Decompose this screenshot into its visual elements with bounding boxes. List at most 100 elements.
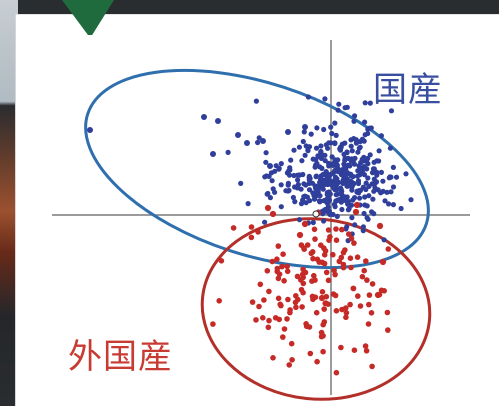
domestic-point — [309, 180, 315, 186]
foreign-point — [275, 275, 282, 282]
foreign-point — [325, 227, 332, 233]
foreign-point — [357, 303, 364, 309]
domestic-point — [360, 228, 366, 234]
foreign-point — [275, 295, 282, 302]
foreign-point — [284, 263, 291, 270]
domestic-point — [263, 159, 269, 165]
domestic-point — [317, 179, 323, 186]
domestic-point — [338, 144, 344, 150]
foreign-point — [343, 314, 349, 321]
foreign-point — [296, 231, 304, 239]
domestic-point — [349, 184, 355, 190]
domestic-point — [339, 206, 345, 213]
domestic-point — [382, 198, 388, 204]
domestic-point — [266, 173, 272, 179]
domestic-point — [301, 129, 307, 135]
domestic-point — [349, 215, 355, 221]
domestic-point — [357, 172, 363, 178]
domestic-point — [335, 157, 341, 163]
foreign-point — [304, 242, 311, 248]
domestic-point — [267, 163, 273, 169]
foreign-point — [279, 263, 285, 270]
domestic-point — [291, 172, 297, 179]
foreign-point — [339, 306, 345, 313]
domestic-point — [306, 187, 313, 193]
domestic-point — [336, 101, 342, 107]
foreign-point — [210, 321, 216, 327]
foreign-point — [355, 293, 361, 299]
foreign-point — [303, 321, 309, 327]
foreign-point — [321, 306, 328, 312]
foreign-point — [348, 264, 354, 271]
domestic-point — [359, 136, 366, 142]
domestic-point — [352, 222, 358, 228]
foreign-point — [299, 304, 305, 310]
domestic-point — [355, 178, 362, 184]
foreign-point — [280, 334, 286, 340]
foreign-point — [347, 301, 353, 308]
domestic-point — [260, 138, 266, 144]
domestic-point — [296, 172, 302, 178]
domestic-point — [364, 203, 370, 209]
foreign-point — [216, 298, 222, 304]
foreign-point — [325, 277, 332, 284]
domestic-point — [378, 133, 384, 139]
foreign-point — [320, 348, 326, 355]
foreign-point — [299, 271, 306, 278]
foreign-point — [274, 256, 280, 263]
foreign-point — [333, 237, 340, 243]
domestic-point — [325, 204, 331, 210]
domestic-point — [87, 127, 93, 133]
domestic-point — [318, 143, 324, 149]
domestic-point — [278, 182, 284, 188]
foreign-point — [363, 348, 370, 354]
foreign-point — [330, 251, 336, 258]
foreign-point — [298, 286, 305, 293]
foreign-point — [253, 317, 259, 323]
foreign-point — [369, 281, 376, 287]
foreign-point — [338, 254, 345, 261]
domestic-point — [374, 169, 380, 175]
foreign-point — [309, 293, 316, 300]
foreign-point — [311, 226, 318, 233]
domestic-point — [329, 130, 335, 137]
foreign-point — [309, 278, 315, 284]
domestic-point — [364, 215, 370, 221]
domestic-point — [328, 124, 334, 130]
domestic-point — [330, 183, 336, 189]
domestic-point — [262, 219, 268, 225]
foreign-point — [230, 225, 237, 231]
domestic-point — [244, 140, 250, 146]
domestic-point — [291, 147, 297, 153]
domestic-point — [295, 182, 301, 188]
domestic-point — [292, 199, 298, 205]
foreign-point — [339, 226, 345, 233]
foreign-point — [378, 287, 385, 294]
domestic-point — [366, 125, 372, 131]
domestic-point — [278, 161, 284, 167]
foreign-point — [218, 258, 225, 264]
domestic-point — [299, 158, 305, 164]
domestic-point — [365, 175, 371, 181]
foreign-point — [284, 316, 290, 322]
foreign-point — [257, 281, 264, 288]
domestic-point — [381, 237, 387, 243]
domestic-point — [334, 213, 340, 219]
foreign-point — [312, 236, 318, 242]
domestic-point — [283, 188, 289, 194]
foreign-point — [318, 294, 326, 302]
foreign-point — [348, 235, 355, 242]
foreign-point — [340, 264, 347, 271]
foreign-point — [347, 255, 354, 261]
domestic-point — [314, 125, 320, 131]
foreign-point — [333, 308, 340, 314]
foreign-point — [323, 269, 330, 276]
domestic-point — [300, 138, 306, 145]
foreign-point — [288, 340, 295, 347]
domestic-point — [323, 169, 329, 175]
domestic-point — [295, 177, 301, 183]
domestic-point — [348, 173, 354, 179]
foreign-point — [307, 350, 314, 357]
foreign-point — [278, 302, 284, 309]
domestic-point — [380, 178, 386, 184]
